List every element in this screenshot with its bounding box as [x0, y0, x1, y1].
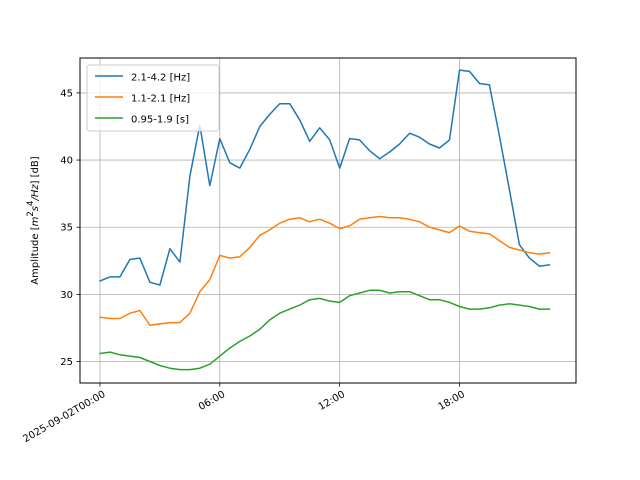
y-axis-label-part: ] [dB] [30, 156, 41, 184]
y-axis-label-part: Amplitude [ [30, 226, 41, 284]
y-tick-label: 30 [60, 290, 73, 301]
y-tick-label: 35 [60, 223, 73, 234]
y-tick-label: 45 [60, 88, 73, 99]
legend-label-2: 1.1-2.1 [Hz] [131, 94, 190, 105]
legend-box [86, 64, 220, 132]
y-axis-label: Amplitude [m2s4/Hz] [dB] [26, 156, 41, 284]
y-axis-ticks: 25 30 35 40 45 [60, 88, 80, 368]
y-axis-label-part: /Hz [30, 184, 41, 202]
legend-label-3: 0.95-1.9 [s] [131, 115, 189, 126]
y-axis-label-part: s [30, 206, 41, 211]
series-line-3 [99, 289, 551, 371]
y-axis-label-part: m [30, 216, 41, 226]
data-series [99, 69, 551, 371]
y-axis-label-part: 4 [26, 201, 36, 206]
series-line-2 [99, 215, 551, 327]
legend-label-1: 2.1-4.2 [Hz] [131, 73, 190, 84]
y-tick-label: 25 [60, 357, 73, 368]
legend: 2.1-4.2 [Hz] 1.1-2.1 [Hz] 0.95-1.9 [s] [86, 64, 220, 132]
plot-frame [79, 57, 577, 384]
y-axis-label-part: 2 [26, 211, 36, 216]
series-line-1 [99, 69, 551, 286]
y-tick-label: 40 [60, 156, 73, 167]
